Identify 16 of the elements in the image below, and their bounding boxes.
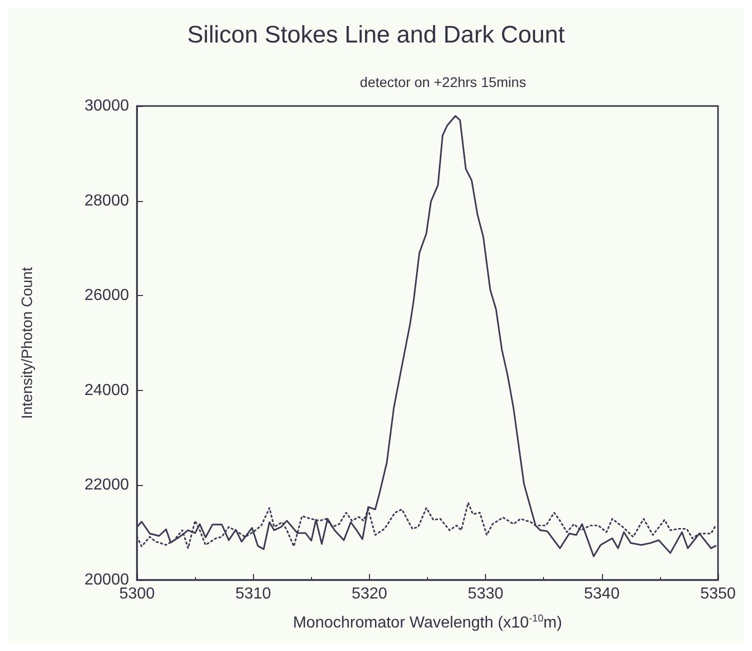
y-tick-label: 24000 (84, 382, 130, 399)
y-tick-label: 30000 (84, 98, 130, 114)
y-tick-label: 28000 (84, 192, 130, 210)
x-tick-label: 5300 (119, 586, 155, 602)
x-tick-label: 5310 (235, 586, 272, 602)
x-tick-label: 5320 (352, 586, 388, 602)
line-series (136, 115, 716, 558)
y-tick-label: 26000 (84, 287, 130, 304)
y-tick-label: 22000 (84, 476, 130, 494)
x-tick-label: 5340 (584, 586, 620, 602)
chart-subtitle: detector on +22hrs 15mins (360, 74, 526, 90)
chart-title: Silicon Stokes Line and Dark Count (187, 22, 566, 48)
x-tick-label: 5350 (700, 586, 736, 602)
y-axis-title: Intensity/Photon Count (19, 266, 36, 419)
x-tick-label: 5330 (468, 586, 504, 602)
y-tick-label: 20000 (84, 572, 130, 588)
